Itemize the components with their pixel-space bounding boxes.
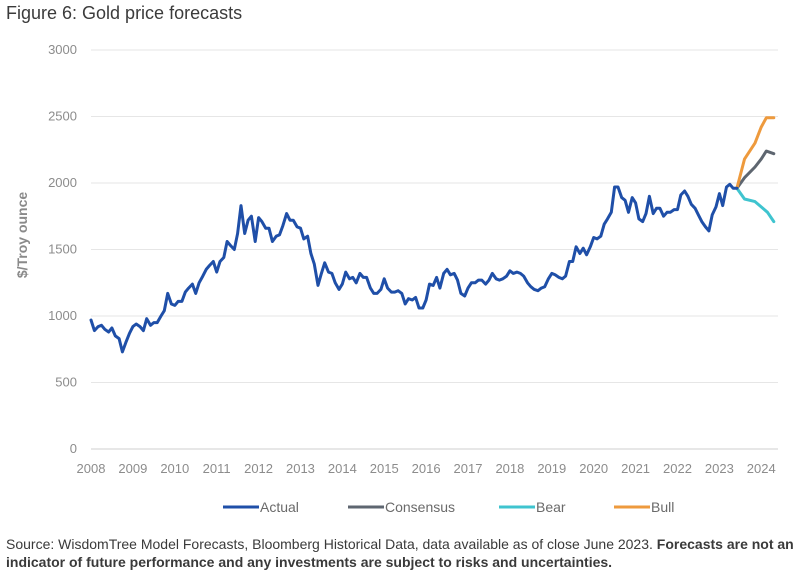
- x-tick-label: 2011: [203, 461, 231, 476]
- y-tick-label: 500: [55, 375, 77, 390]
- x-tick-label: 2024: [747, 461, 776, 476]
- x-tick-label: 2023: [705, 461, 734, 476]
- x-tick-label: 2016: [412, 461, 441, 476]
- disclaimer-text: Forecasts are not an indicator of future…: [6, 536, 794, 570]
- source-text: Source: WisdomTree Model Forecasts, Bloo…: [6, 536, 653, 552]
- series-line-bull: [735, 116, 776, 190]
- series-line-consensus: [735, 149, 776, 190]
- y-tick-label: 3000: [48, 42, 77, 57]
- legend-label-bull: Bull: [651, 499, 674, 515]
- x-tick-label: 2020: [579, 461, 608, 476]
- x-tick-label: 2013: [286, 461, 315, 476]
- x-tick-label: 2009: [118, 461, 147, 476]
- x-tick-label: 2018: [495, 461, 524, 476]
- y-tick-label: 1000: [48, 308, 77, 323]
- x-tick-label: 2022: [663, 461, 692, 476]
- y-tick-label: 0: [70, 441, 77, 456]
- x-tick-label: 2012: [244, 461, 273, 476]
- y-tick-label: 2000: [48, 175, 77, 190]
- x-tick-label: 2015: [370, 461, 399, 476]
- series-line-actual: [89, 182, 739, 354]
- y-tick-label: 2500: [48, 109, 77, 124]
- x-tick-label: 2021: [621, 461, 650, 476]
- y-axis-ticks: 0 500 1000 1500 2000 2500 3000: [48, 42, 77, 456]
- x-tick-label: 2014: [328, 461, 357, 476]
- gridlines: [91, 49, 778, 450]
- gold-price-chart: 0 500 1000 1500 2000 2500 3000 2008 2009 2010 201…: [48, 42, 778, 515]
- legend-label-actual: Actual: [260, 499, 299, 515]
- legend: Actual Consensus Bear Bull: [223, 499, 674, 515]
- x-axis-ticks: 2008 2009 2010 2011 2012 2013 2014 2015 2016 2017…: [77, 461, 776, 476]
- figure-title: Figure 6: Gold price forecasts: [6, 3, 243, 23]
- legend-label-consensus: Consensus: [385, 499, 455, 515]
- x-tick-label: 2019: [537, 461, 566, 476]
- source-note: Source: WisdomTree Model Forecasts, Bloo…: [6, 535, 798, 571]
- x-tick-label: 2008: [77, 461, 106, 476]
- x-tick-label: 2017: [454, 461, 483, 476]
- x-tick-label: 2010: [160, 461, 189, 476]
- y-tick-label: 1500: [48, 242, 77, 257]
- legend-label-bear: Bear: [536, 499, 566, 515]
- series-lines: [89, 116, 776, 354]
- series-line-bear: [735, 186, 776, 224]
